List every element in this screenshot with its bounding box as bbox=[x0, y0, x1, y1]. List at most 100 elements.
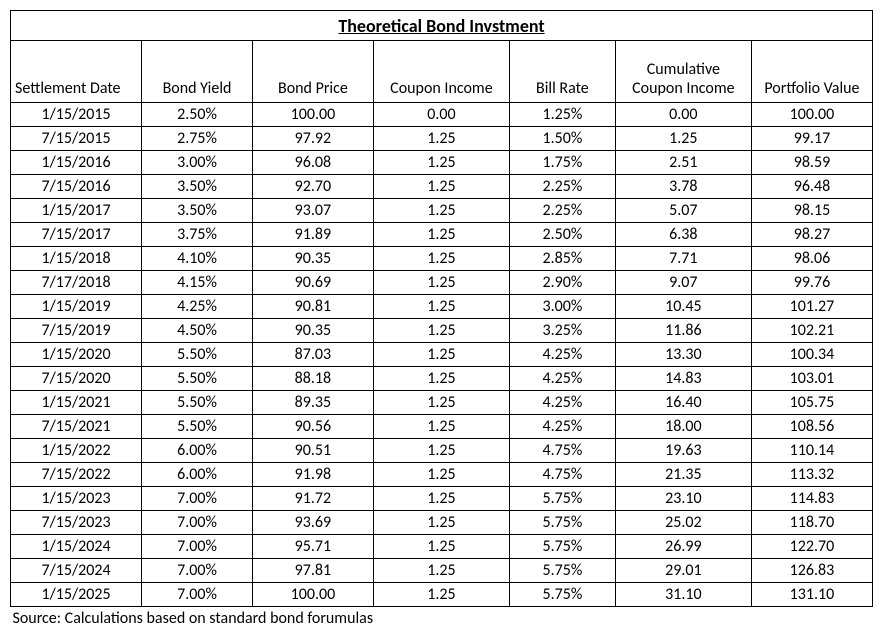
table-cell: 5.75% bbox=[509, 583, 615, 607]
table-cell: 2.85% bbox=[509, 247, 615, 271]
source-note: Source: Calculations based on standard b… bbox=[11, 607, 873, 631]
table-cell: 93.07 bbox=[252, 199, 373, 223]
table-cell: 7/15/2019 bbox=[11, 319, 142, 343]
header-row: Settlement Date Bond Yield Bond Price Co… bbox=[11, 41, 873, 103]
table-cell: 5.50% bbox=[142, 391, 253, 415]
table-cell: 1.25 bbox=[373, 439, 509, 463]
table-cell: 110.14 bbox=[751, 439, 872, 463]
table-cell: 9.07 bbox=[615, 271, 751, 295]
table-cell: 99.76 bbox=[751, 271, 872, 295]
table-cell: 0.00 bbox=[615, 103, 751, 127]
table-cell: 1.25 bbox=[373, 295, 509, 319]
table-cell: 4.25% bbox=[142, 295, 253, 319]
table-cell: 7/15/2015 bbox=[11, 127, 142, 151]
bond-table: Theoretical Bond Invstment Settlement Da… bbox=[10, 10, 873, 631]
table-cell: 4.75% bbox=[509, 439, 615, 463]
table-cell: 1.25 bbox=[373, 247, 509, 271]
table-cell: 1/15/2015 bbox=[11, 103, 142, 127]
table-cell: 18.00 bbox=[615, 415, 751, 439]
table-cell: 3.25% bbox=[509, 319, 615, 343]
table-cell: 25.02 bbox=[615, 511, 751, 535]
col-header-bond-price: Bond Price bbox=[252, 41, 373, 103]
table-row: 7/15/20173.75%91.891.252.50%6.3898.27 bbox=[11, 223, 873, 247]
table-cell: 1.25 bbox=[373, 463, 509, 487]
table-cell: 1.75% bbox=[509, 151, 615, 175]
table-cell: 1.25 bbox=[373, 487, 509, 511]
table-body: 1/15/20152.50%100.000.001.25%0.00100.007… bbox=[11, 103, 873, 607]
table-cell: 100.00 bbox=[252, 103, 373, 127]
table-cell: 7/15/2017 bbox=[11, 223, 142, 247]
table-cell: 16.40 bbox=[615, 391, 751, 415]
table-cell: 108.56 bbox=[751, 415, 872, 439]
table-row: 7/15/20205.50%88.181.254.25%14.83103.01 bbox=[11, 367, 873, 391]
table-cell: 1.25 bbox=[373, 343, 509, 367]
table-cell: 7/17/2018 bbox=[11, 271, 142, 295]
table-cell: 2.25% bbox=[509, 199, 615, 223]
source-row: Source: Calculations based on standard b… bbox=[11, 607, 873, 631]
table-cell: 3.00% bbox=[509, 295, 615, 319]
table-cell: 97.81 bbox=[252, 559, 373, 583]
table-row: 1/15/20163.00%96.081.251.75%2.5198.59 bbox=[11, 151, 873, 175]
table-cell: 3.75% bbox=[142, 223, 253, 247]
table-cell: 7.71 bbox=[615, 247, 751, 271]
table-cell: 1/15/2024 bbox=[11, 535, 142, 559]
table-cell: 90.69 bbox=[252, 271, 373, 295]
table-row: 7/15/20163.50%92.701.252.25%3.7896.48 bbox=[11, 175, 873, 199]
table-cell: 1.25 bbox=[373, 199, 509, 223]
table-cell: 91.98 bbox=[252, 463, 373, 487]
table-cell: 3.50% bbox=[142, 175, 253, 199]
table-cell: 7/15/2024 bbox=[11, 559, 142, 583]
title-row: Theoretical Bond Invstment bbox=[11, 11, 873, 41]
table-cell: 4.25% bbox=[509, 391, 615, 415]
table-cell: 6.00% bbox=[142, 439, 253, 463]
table-cell: 1/15/2021 bbox=[11, 391, 142, 415]
table-cell: 4.15% bbox=[142, 271, 253, 295]
table-cell: 19.63 bbox=[615, 439, 751, 463]
table-cell: 1/15/2018 bbox=[11, 247, 142, 271]
table-cell: 92.70 bbox=[252, 175, 373, 199]
table-cell: 5.75% bbox=[509, 487, 615, 511]
table-cell: 7.00% bbox=[142, 535, 253, 559]
table-cell: 1/15/2019 bbox=[11, 295, 142, 319]
table-cell: 7.00% bbox=[142, 511, 253, 535]
table-row: 1/15/20205.50%87.031.254.25%13.30100.34 bbox=[11, 343, 873, 367]
table-cell: 126.83 bbox=[751, 559, 872, 583]
table-row: 1/15/20247.00%95.711.255.75%26.99122.70 bbox=[11, 535, 873, 559]
table-cell: 105.75 bbox=[751, 391, 872, 415]
table-cell: 1.25 bbox=[373, 559, 509, 583]
table-row: 7/15/20194.50%90.351.253.25%11.86102.21 bbox=[11, 319, 873, 343]
table-cell: 102.21 bbox=[751, 319, 872, 343]
table-cell: 1/15/2025 bbox=[11, 583, 142, 607]
table-cell: 7/15/2022 bbox=[11, 463, 142, 487]
table-cell: 99.17 bbox=[751, 127, 872, 151]
table-cell: 4.10% bbox=[142, 247, 253, 271]
table-cell: 91.89 bbox=[252, 223, 373, 247]
table-cell: 1.25 bbox=[373, 151, 509, 175]
table-row: 1/15/20215.50%89.351.254.25%16.40105.75 bbox=[11, 391, 873, 415]
table-cell: 5.50% bbox=[142, 367, 253, 391]
table-cell: 1.25 bbox=[373, 535, 509, 559]
table-cell: 131.10 bbox=[751, 583, 872, 607]
table-cell: 2.51 bbox=[615, 151, 751, 175]
table-row: 7/17/20184.15%90.691.252.90%9.0799.76 bbox=[11, 271, 873, 295]
table-cell: 1.25 bbox=[373, 271, 509, 295]
table-cell: 7/15/2020 bbox=[11, 367, 142, 391]
table-row: 1/15/20173.50%93.071.252.25%5.0798.15 bbox=[11, 199, 873, 223]
table-cell: 10.45 bbox=[615, 295, 751, 319]
table-cell: 1.25 bbox=[373, 583, 509, 607]
table-cell: 97.92 bbox=[252, 127, 373, 151]
table-cell: 88.18 bbox=[252, 367, 373, 391]
table-cell: 1.25 bbox=[373, 223, 509, 247]
table-cell: 4.25% bbox=[509, 367, 615, 391]
table-cell: 118.70 bbox=[751, 511, 872, 535]
col-header-settlement-date: Settlement Date bbox=[11, 41, 142, 103]
table-title: Theoretical Bond Invstment bbox=[11, 11, 873, 41]
table-cell: 89.35 bbox=[252, 391, 373, 415]
table-cell: 1.50% bbox=[509, 127, 615, 151]
table-cell: 5.75% bbox=[509, 559, 615, 583]
table-cell: 11.86 bbox=[615, 319, 751, 343]
table-cell: 1.25 bbox=[373, 367, 509, 391]
table-cell: 100.00 bbox=[751, 103, 872, 127]
col-header-bond-yield: Bond Yield bbox=[142, 41, 253, 103]
table-cell: 3.00% bbox=[142, 151, 253, 175]
